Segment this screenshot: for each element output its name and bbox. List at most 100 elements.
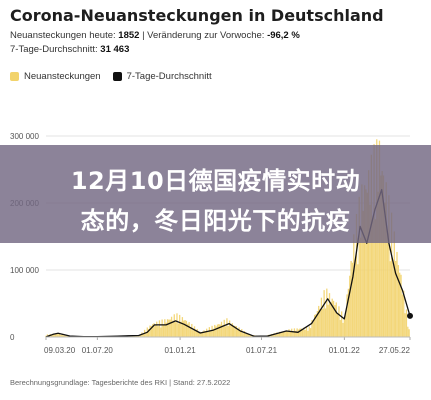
daily-case-bar — [351, 262, 354, 337]
stats-separator: | — [142, 30, 145, 41]
daily-case-bar — [336, 312, 339, 337]
daily-case-bar — [169, 319, 171, 337]
average-value: 31 463 — [100, 44, 130, 55]
daily-case-bar — [287, 331, 289, 337]
daily-case-bar — [374, 219, 377, 337]
daily-case-bar — [212, 328, 215, 337]
daily-case-bar — [357, 264, 359, 337]
daily-case-bar — [407, 326, 409, 337]
daily-case-bar — [152, 324, 154, 337]
daily-case-bar — [243, 331, 246, 337]
x-tick-label: 01.01.21 — [165, 346, 197, 355]
daily-case-bar — [395, 260, 397, 337]
daily-case-bar — [64, 334, 66, 337]
daily-case-bar — [149, 325, 151, 337]
daily-case-bar — [343, 317, 346, 337]
daily-case-bar — [284, 331, 286, 337]
legend-item-seven-day-average: 7-Tage-Durchschnitt — [112, 71, 212, 82]
daily-case-bar — [399, 272, 401, 337]
daily-case-bar — [311, 320, 313, 337]
daily-case-bar — [176, 313, 178, 337]
daily-case-bar — [245, 333, 247, 337]
daily-case-bar — [347, 288, 350, 337]
headline-overlay: 12月10日德国疫情实时动 态的，冬日阳光下的抗疫 — [0, 145, 431, 243]
daily-case-bar — [323, 290, 325, 337]
daily-case-bar — [156, 321, 158, 337]
daily-case-bar — [405, 309, 408, 337]
daily-case-bar — [350, 260, 352, 337]
daily-case-bar — [220, 321, 223, 337]
daily-case-bar — [160, 327, 162, 337]
daily-case-bar — [195, 330, 197, 337]
daily-case-bar — [338, 306, 340, 337]
daily-case-bar — [363, 185, 366, 337]
y-tick-label: 0 — [10, 333, 15, 342]
headline-line-1: 12月10日德国疫情实时动 — [70, 167, 361, 195]
daily-case-bar — [385, 182, 387, 337]
daily-case-bar — [183, 320, 185, 337]
daily-case-bar — [331, 298, 333, 337]
daily-case-bar — [297, 329, 300, 337]
daily-case-bar — [397, 265, 400, 337]
daily-case-bar — [314, 314, 316, 337]
daily-case-bar — [191, 323, 193, 337]
daily-case-bar — [164, 319, 166, 337]
daily-case-bar — [215, 326, 217, 337]
daily-case-bar — [46, 334, 49, 337]
daily-case-bar — [404, 313, 406, 337]
daily-case-bar — [214, 324, 216, 337]
daily-case-bar — [170, 316, 173, 337]
daily-case-bar — [135, 335, 138, 337]
change-label: Veränderung zur Vorwoche: — [147, 30, 265, 41]
legend-swatch-new-cases — [10, 72, 19, 81]
daily-case-bar — [309, 328, 312, 337]
daily-case-bar — [187, 323, 189, 337]
daily-case-bar — [272, 334, 274, 337]
daily-case-bar — [403, 290, 405, 337]
daily-case-bar — [281, 331, 283, 337]
daily-case-bar — [133, 335, 135, 337]
daily-case-bar — [282, 331, 285, 337]
daily-case-bar — [249, 334, 251, 337]
daily-case-bar — [366, 192, 368, 337]
daily-case-bar — [400, 274, 402, 337]
daily-case-bar — [358, 196, 360, 337]
daily-case-bar — [242, 333, 244, 337]
daily-case-bar — [153, 323, 155, 337]
daily-case-bar — [372, 220, 374, 337]
daily-case-bar — [142, 333, 144, 337]
daily-case-bar — [301, 329, 304, 337]
daily-case-bar — [193, 326, 196, 337]
daily-case-bar — [237, 328, 239, 337]
daily-case-bar — [184, 319, 186, 337]
daily-case-bar — [228, 320, 231, 337]
daily-case-bar — [396, 251, 398, 337]
daily-case-bar — [62, 335, 65, 337]
daily-case-bar — [285, 330, 287, 337]
daily-case-bar — [241, 329, 243, 337]
legend-label-new-cases: Neuansteckungen — [24, 71, 101, 82]
daily-case-bar — [322, 308, 324, 337]
daily-case-bar — [319, 308, 321, 337]
daily-case-bar — [134, 335, 136, 337]
x-tick-label: 27.05.22 — [379, 346, 411, 355]
daily-case-bar — [388, 195, 390, 337]
daily-case-bar — [380, 175, 382, 337]
daily-case-bar — [138, 335, 140, 337]
daily-case-bar — [349, 275, 351, 337]
daily-case-bar — [342, 322, 344, 337]
daily-case-bar — [328, 293, 331, 337]
daily-case-bar — [335, 302, 337, 337]
daily-case-bar — [370, 154, 373, 337]
daily-case-bar — [386, 233, 389, 337]
daily-case-bar — [324, 308, 327, 337]
daily-case-bar — [277, 333, 279, 337]
daily-case-bar — [295, 330, 297, 337]
daily-case-bar — [224, 326, 227, 337]
daily-case-bar — [303, 327, 305, 337]
daily-case-bar — [219, 324, 221, 337]
daily-case-bar — [52, 333, 54, 337]
daily-case-bar — [382, 175, 385, 337]
daily-case-bar — [147, 329, 150, 337]
daily-case-bar — [238, 327, 240, 337]
